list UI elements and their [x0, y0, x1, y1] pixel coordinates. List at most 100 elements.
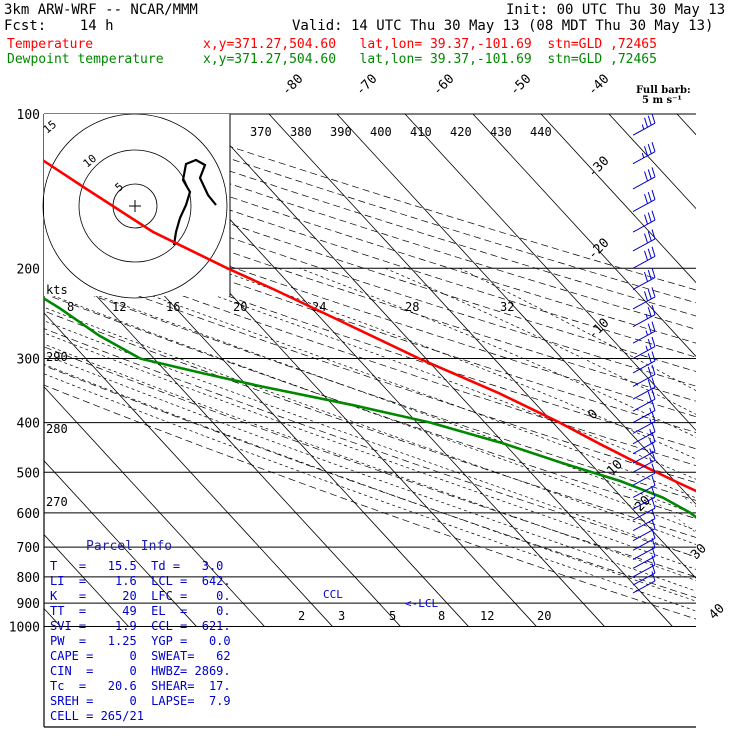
mixing-ratio-label: 20: [537, 609, 551, 623]
theta-label: 410: [410, 125, 432, 139]
wind-barb-flag: [644, 233, 648, 244]
wind-barb-flag: [651, 246, 656, 257]
parcel-info-row: Tc = 20.6 SHEAR= 17.: [50, 679, 231, 693]
init-time: Init: 00 UTC Thu 30 May 13: [506, 2, 726, 18]
wind-barb-flag: [641, 124, 645, 130]
wind-barb-flag: [645, 345, 648, 351]
isotherm-line: [540, 114, 696, 284]
isotherm-label: 10: [604, 457, 626, 479]
parcel-info-row: TT = 49 EL = 0.: [50, 604, 231, 618]
wind-barb: [632, 472, 656, 486]
theta-label: 380: [290, 125, 312, 139]
theta-label: 280: [46, 422, 68, 436]
wind-barb-flag: [647, 144, 652, 154]
wind-barb-flag: [647, 115, 652, 126]
isotherm-line: [472, 114, 696, 357]
pressure-tick-label: 600: [17, 507, 40, 522]
theta-label: 440: [530, 125, 552, 139]
wind-barb-flag: [647, 353, 652, 364]
pressure-tick-label: 300: [17, 353, 40, 368]
mixing-ratio-label: 8: [438, 609, 445, 623]
wind-barb: [632, 528, 656, 542]
dry-adiabat: [44, 158, 696, 372]
wind-barb-flag: [651, 571, 656, 582]
forecast-hour: Fcst: 14 h: [4, 18, 114, 34]
wind-barb-flag: [644, 291, 648, 302]
isotherm-line: [44, 460, 197, 627]
theta-label: 420: [450, 125, 472, 139]
parcel-info-title: Parcel Info: [86, 539, 173, 554]
wind-barb-flag: [647, 269, 652, 280]
wind-barb-flag: [644, 214, 648, 225]
model-title: 3km ARW-WRF -- NCAR/MMM: [4, 2, 198, 18]
parcel-info-row: SREH = 0 LAPSE= 7.9: [50, 694, 231, 708]
ccl-marker: CCL: [323, 588, 343, 601]
wind-barb: [632, 555, 656, 569]
wind-barb-flag: [651, 167, 656, 178]
isotherm-line: [44, 238, 401, 627]
pressure-tick-label: 1000: [9, 621, 40, 636]
mixing-ratio-label: 20: [233, 300, 247, 314]
isotherm-label: -70: [353, 72, 380, 99]
mixing-ratio-label: 12: [480, 609, 494, 623]
wind-barb-flag: [644, 171, 648, 182]
wind-barb-flag: [651, 432, 656, 442]
wind-barb-flag: [651, 537, 656, 548]
wind-barb: [632, 496, 656, 510]
wind-barb-flag: [647, 191, 652, 202]
wind-barb-flag: [651, 519, 656, 529]
wind-barb-flag: [651, 555, 656, 566]
parcel-info-row: CELL = 265/21: [50, 709, 144, 723]
mixing-ratio-label: 32: [500, 300, 514, 314]
theta-label: 400: [370, 125, 392, 139]
wind-barb-flag: [647, 366, 652, 377]
wind-barb-flag: [651, 210, 656, 221]
wind-barb-flag: [651, 498, 656, 509]
dry-adiabat: [44, 310, 696, 538]
wind-barb-flag: [649, 457, 652, 463]
pressure-tick-label: 100: [17, 108, 40, 123]
isotherm-line: [44, 534, 129, 627]
dewpoint-location: x,y=371.27,504.60 lat,lon= 39.37,-101.69…: [203, 52, 657, 67]
mixing-ratio-label: 8: [67, 300, 74, 314]
isotherm-label: -30: [585, 154, 612, 181]
wind-barb-flag: [651, 142, 656, 152]
wind-barb-flag: [649, 428, 652, 434]
wind-barb-flag: [651, 336, 656, 347]
pressure-tick-label: 700: [17, 541, 40, 556]
moist-adiabat: [44, 291, 696, 531]
isotherm-line: [44, 312, 333, 627]
hodograph-background: [44, 114, 230, 296]
wind-barb-flag: [651, 441, 656, 452]
parcel-info-row: T = 15.5 Td = 3.0: [50, 559, 224, 573]
pressure-tick-label: 500: [17, 466, 40, 481]
dry-adiabat: [44, 119, 696, 330]
dry-adiabat: [44, 244, 696, 466]
moist-adiabat: [385, 267, 696, 415]
isotherm-label: 30: [688, 541, 710, 563]
isotherm-label: 0: [585, 407, 601, 423]
isotherm-label: -80: [279, 72, 306, 99]
moist-adiabat: [299, 267, 696, 438]
mixing-ratio-label: 5: [389, 609, 396, 623]
wind-barb-flag: [651, 563, 656, 574]
wind-barb: [632, 518, 656, 532]
moist-adiabat: [140, 267, 696, 480]
wind-barb: [632, 547, 656, 560]
wind-barb-flag: [651, 287, 656, 298]
wind-barb-flag: [651, 450, 656, 461]
moist-adiabat: [44, 332, 696, 570]
wind-barb-flag: [651, 267, 656, 278]
dry-adiabat: [44, 260, 696, 484]
theta-label: 290: [46, 350, 68, 364]
wind-barb-flag: [647, 323, 652, 334]
mixing-ratio-line: [729, 498, 740, 627]
hodograph-ring: [78, 149, 192, 263]
temperature-location: x,y=371.27,504.60 lat,lon= 39.37,-101.69…: [203, 37, 657, 52]
isotherm-line: [608, 114, 696, 210]
isotherm-line: [200, 114, 673, 627]
wind-barb-flag: [651, 377, 656, 388]
wind-barb-flag: [644, 250, 648, 261]
